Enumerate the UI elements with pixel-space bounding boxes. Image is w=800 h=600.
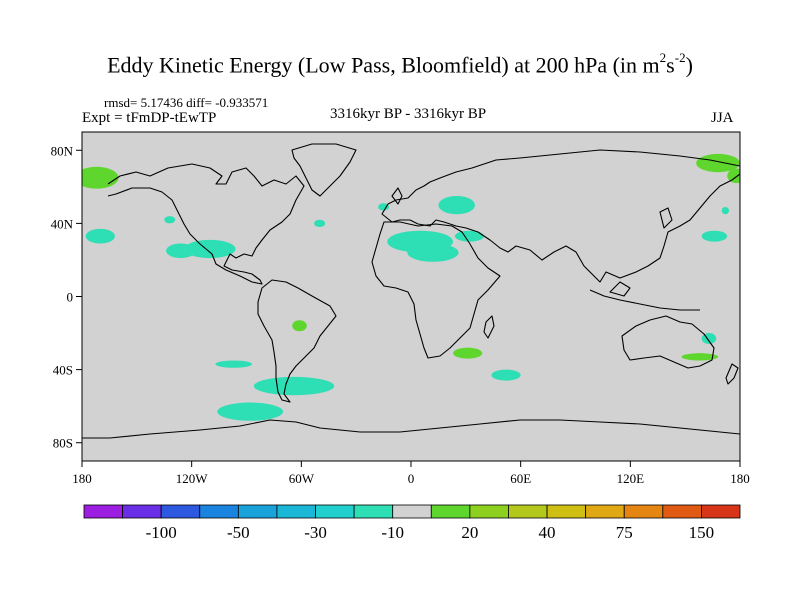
coastlines [82, 143, 740, 439]
x-tick-label: 60E [510, 471, 531, 486]
colorbar-box-16 [701, 504, 741, 519]
colorbar-box-2 [160, 504, 201, 519]
colorbar-box-4 [237, 504, 278, 519]
anomaly-region-10 [701, 230, 728, 242]
x-tick-label: 180 [72, 471, 92, 486]
anomaly-region-21 [453, 347, 483, 359]
coastline-indonesia [589, 281, 700, 311]
colorbar-label: -100 [146, 523, 177, 542]
stats-label: rmsd= 5.17436 diff= -0.933571 [104, 95, 269, 110]
anomaly-region-6 [387, 230, 454, 253]
x-tick-label: 120W [176, 471, 209, 486]
x-tick-label: 120E [617, 471, 645, 486]
anomaly-region-2 [85, 228, 115, 244]
anomaly-region-19 [727, 168, 740, 184]
colorbar-label: 75 [616, 523, 633, 542]
anomaly-region-8 [438, 195, 475, 215]
coastline-madagascar [483, 315, 495, 339]
colorbar-box-11 [508, 504, 548, 519]
anomaly-region-9 [378, 203, 390, 211]
anomaly-region-15 [217, 402, 284, 421]
period-label: 3316kyr BP - 3316kyr BP [330, 106, 487, 122]
colorbar-box-6 [315, 504, 355, 519]
colorbar-box-9 [430, 504, 471, 519]
colorbar-box-10 [469, 504, 509, 519]
colorbar-box-14 [623, 504, 664, 519]
anomaly-region-3 [164, 216, 176, 224]
anomaly-region-4 [314, 219, 326, 228]
colorbar-box-7 [353, 504, 394, 519]
colorbar-label: -30 [304, 523, 327, 542]
x-tick-label: 0 [408, 471, 415, 486]
coastline-australia [621, 315, 715, 369]
y-tick-label: 80N [51, 143, 74, 158]
colorbar-box-1 [122, 504, 162, 519]
anomaly-region-18 [696, 153, 740, 173]
y-tick-label: 0 [67, 290, 74, 305]
coastline-north-america [107, 163, 305, 285]
coastline-greenland [291, 143, 357, 197]
y-tick-label: 40N [51, 216, 74, 231]
anomaly-region-13 [215, 360, 252, 368]
anomaly-region-12 [701, 333, 717, 345]
map-background [82, 132, 740, 461]
anomaly-region-0 [184, 239, 236, 259]
coastline-japan [659, 207, 673, 229]
x-tick-label: 180 [730, 471, 750, 486]
colorbar-box-8 [392, 504, 432, 519]
anomaly-region-16 [491, 369, 521, 381]
axes: 180 120W 60W 0 60E 120E 180 80N 40N 0 40S 80S [51, 143, 750, 486]
anomaly-region-7 [454, 230, 485, 242]
x-tick-label: 60W [289, 471, 315, 486]
chart-title: Eddy Kinetic Energy (Low Pass, Bloomfiel… [107, 50, 693, 78]
y-tick-label: 40S [53, 363, 73, 378]
anomaly-region-1 [166, 243, 196, 259]
experiment-label: Expt = tFmDP-tEwTP [82, 110, 217, 126]
coastline-eurasia [381, 149, 740, 283]
coastline-south-america [257, 279, 337, 403]
colorbar-label: -10 [381, 523, 404, 542]
y-tick-label: 80S [53, 436, 73, 451]
anomaly-region-20 [292, 320, 307, 332]
anomaly-region-17 [82, 166, 119, 189]
colorbar-box-5 [276, 504, 316, 519]
colorbar-box-12 [546, 504, 587, 519]
colorbar-label: 150 [689, 523, 715, 542]
anomaly-region-22 [681, 353, 719, 361]
colorbar-box-0 [83, 504, 123, 519]
coastline-antarctica [82, 419, 740, 439]
colorbar: -100 -50 -30 -10 20 40 75 150 [83, 504, 741, 542]
season-label: JJA [711, 110, 734, 126]
anomaly-region-11 [721, 206, 730, 215]
coastline-africa [371, 221, 501, 359]
anomaly-region-14 [253, 376, 335, 396]
coastline-new-zealand [725, 363, 739, 385]
colorbar-label: -50 [227, 523, 250, 542]
colorbar-box-13 [585, 504, 625, 519]
colorbar-box-15 [662, 504, 702, 519]
coastline-uk [391, 187, 403, 205]
colorbar-label: 40 [539, 523, 556, 542]
colorbar-box-3 [199, 504, 239, 519]
colorbar-label: 20 [461, 523, 478, 542]
